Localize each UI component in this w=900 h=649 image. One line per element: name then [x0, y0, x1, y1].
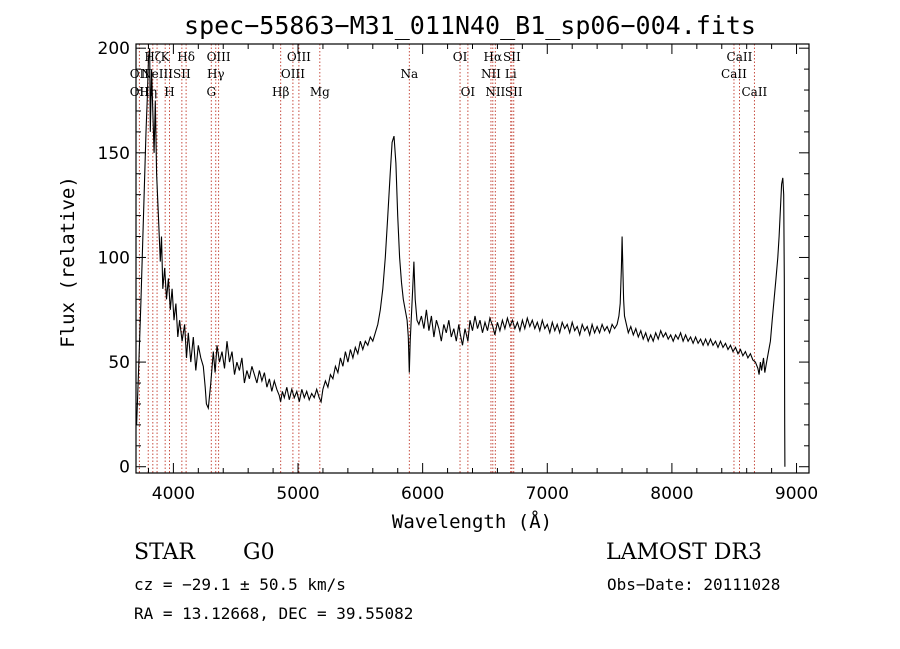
line-marker-label: CaII [721, 67, 747, 81]
y-axis-ticks: 0 50 100 150 200 [98, 39, 809, 478]
line-marker-label: K [161, 50, 171, 64]
line-marker-label: Na [400, 67, 418, 81]
x-tick-label: 4000 [152, 484, 195, 504]
x-tick-label: 7000 [526, 484, 569, 504]
x-tick-label: 9000 [775, 484, 818, 504]
chart-title: spec−55863−M31_011N40_B1_sp06−004.fits [184, 11, 756, 40]
coordinates: RA = 13.12668, DEC = 39.55082 [134, 604, 413, 623]
line-marker-label: OIII [287, 50, 311, 64]
line-marker-labels: OIIOIIHηHζNeIIIKHSIIHδGHγOIIIHβOIIIOIIIM… [130, 50, 768, 99]
survey-name: LAMOST DR3 [606, 540, 762, 565]
plot-frame [135, 43, 810, 474]
line-markers [138, 44, 755, 473]
x-axis-label: Wavelength (Å) [392, 510, 552, 533]
x-tick-label: 6000 [401, 484, 444, 504]
line-marker-label: OIII [281, 67, 305, 81]
line-marker-label: SII [173, 67, 191, 81]
obs-date: Obs−Date: 20111028 [607, 575, 780, 594]
x-tick-label: 8000 [650, 484, 693, 504]
line-marker-label: CaII [727, 50, 753, 64]
line-marker-label: NII [485, 85, 505, 99]
line-marker-label: NeIII [141, 67, 173, 81]
line-marker-label: Mg [310, 85, 330, 99]
object-class: STAR [134, 540, 196, 565]
x-tick-label: 5000 [276, 484, 319, 504]
y-tick-label: 50 [108, 353, 130, 373]
line-marker-label: OII [130, 85, 150, 99]
y-tick-label: 200 [98, 39, 130, 59]
line-marker-label: H [164, 85, 174, 99]
line-marker-label: Hα [484, 50, 503, 64]
redshift-readout: cz = −29.1 ± 50.5 km/s [134, 575, 346, 594]
line-marker-label: SII [505, 85, 523, 99]
line-marker-label: Li [505, 67, 517, 81]
line-marker-label: Hβ [272, 85, 289, 99]
line-marker-label: NII [481, 67, 501, 81]
y-tick-label: 0 [119, 458, 130, 478]
y-tick-label: 100 [98, 248, 130, 268]
y-axis-label: Flux (relative) [57, 176, 79, 348]
line-marker-label: CaII [741, 85, 767, 99]
line-marker-label: Hζ [144, 50, 161, 64]
line-marker-label: OIII [207, 50, 231, 64]
line-marker-label: OI [461, 85, 476, 99]
line-marker-label: G [206, 85, 216, 99]
y-tick-label: 150 [98, 144, 130, 164]
spectrum-line [136, 48, 786, 467]
line-marker-label: OI [453, 50, 468, 64]
line-marker-label: SII [503, 50, 521, 64]
object-subclass: G0 [243, 540, 275, 565]
x-axis-ticks: 4000 5000 6000 7000 8000 9000 [147, 44, 818, 504]
line-marker-label: OII [130, 67, 150, 81]
line-marker-label: Hδ [177, 50, 195, 64]
line-marker-label: Hγ [207, 67, 225, 81]
line-marker-label: Hη [139, 85, 157, 99]
